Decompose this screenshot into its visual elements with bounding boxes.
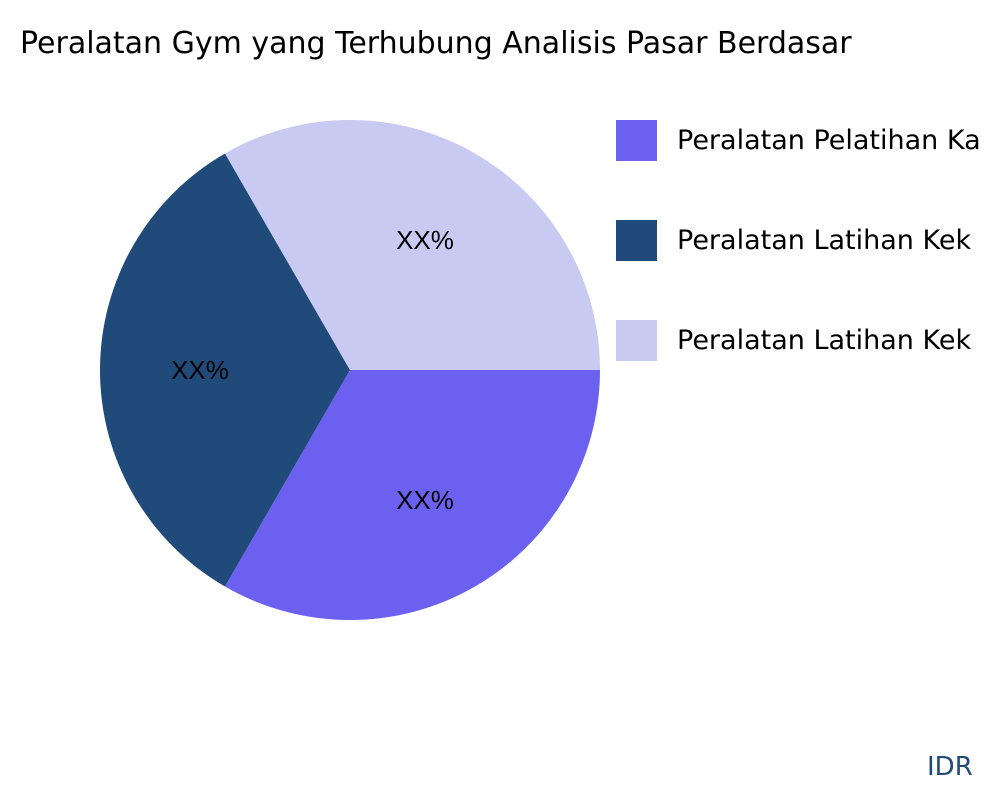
legend-item: Peralatan Latihan Kek [616, 219, 971, 261]
legend-item: Peralatan Pelatihan Ka [616, 119, 981, 161]
slice-data-label: XX% [396, 225, 454, 255]
legend-label: Peralatan Pelatihan Ka [677, 124, 981, 156]
watermark: IDR [927, 752, 973, 782]
legend-label: Peralatan Latihan Kek [677, 224, 972, 256]
legend-swatch [616, 119, 657, 161]
legend-item: Peralatan Latihan Kek [616, 319, 971, 361]
legend-label: Peralatan Latihan Kek [677, 324, 972, 356]
pie-slice [225, 119, 600, 370]
pie-slice [225, 370, 600, 620]
legend-swatch [616, 219, 657, 261]
chart-title: Peralatan Gym yang Terhubung Analisis Pa… [20, 26, 852, 61]
legend-swatch [616, 319, 657, 361]
slice-data-label: XX% [396, 485, 454, 515]
slice-data-label: XX% [171, 355, 229, 385]
